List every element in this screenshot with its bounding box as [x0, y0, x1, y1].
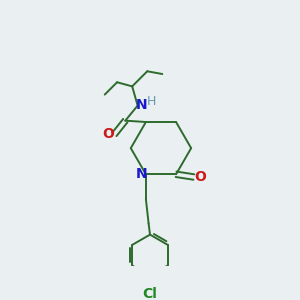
- Text: N: N: [136, 98, 148, 112]
- Text: Cl: Cl: [142, 286, 158, 300]
- Text: O: O: [194, 170, 206, 184]
- Text: N: N: [136, 167, 148, 181]
- Text: O: O: [102, 128, 114, 141]
- Text: H: H: [147, 95, 156, 108]
